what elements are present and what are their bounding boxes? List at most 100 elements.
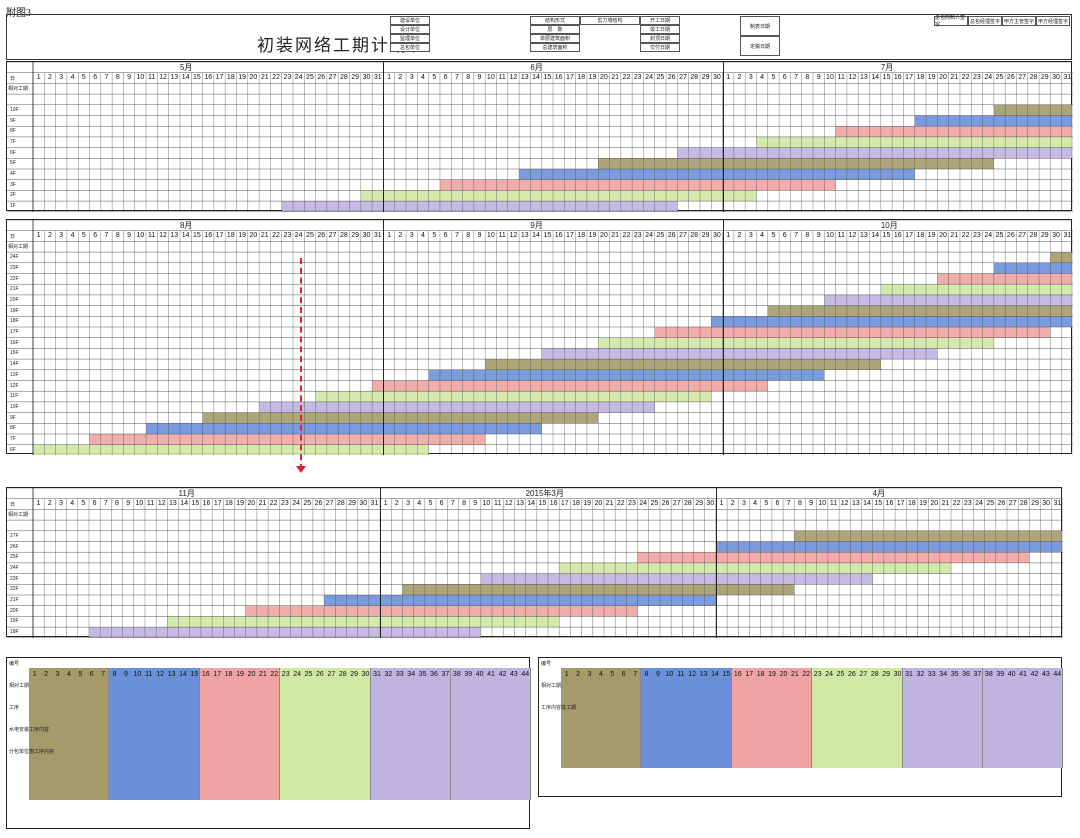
day-number: 23 xyxy=(963,499,972,507)
day-number: 7 xyxy=(450,499,455,507)
day-number: 14 xyxy=(871,73,880,81)
day-number: 26 xyxy=(997,499,1006,507)
day-number: 24 xyxy=(645,73,653,81)
day-number: 1 xyxy=(387,73,392,81)
legend-day: 14 xyxy=(179,671,187,678)
header-cell: 建设单位 xyxy=(390,16,430,25)
row-label-day: 日 xyxy=(10,75,16,82)
day-number: 3 xyxy=(741,499,746,507)
floor-label: 16F xyxy=(10,339,19,346)
day-number: 19 xyxy=(588,73,597,81)
day-number: 23 xyxy=(283,231,292,239)
schedule-bar xyxy=(428,369,825,381)
day-number: 13 xyxy=(859,231,868,239)
day-number: 16 xyxy=(893,231,902,239)
day-number: 24 xyxy=(975,499,983,507)
day-number: 22 xyxy=(961,73,970,81)
floor-label: 6F xyxy=(10,149,16,156)
day-number: 7 xyxy=(103,499,108,507)
legend-day: 25 xyxy=(304,671,313,678)
day-number: 11 xyxy=(148,231,156,239)
day-number: 30 xyxy=(362,231,371,239)
header-cell: 总建筑面积 xyxy=(530,43,580,52)
floor-label: 25F xyxy=(10,554,19,561)
day-number: 24 xyxy=(984,231,993,239)
floor-label: 10F xyxy=(10,403,19,410)
schedule-block: 8月 9月 10月 1 2 3 4 5 6 7 8 9 10 11 12 13 14 15 16 17 18 19 20 21… xyxy=(6,219,1073,455)
schedule-bar xyxy=(33,444,429,455)
floor-label: 24F xyxy=(10,254,19,261)
legend-day: 42 xyxy=(498,671,507,678)
day-number: 13 xyxy=(520,73,529,81)
day-number: 7 xyxy=(794,73,798,81)
legend-day: 27 xyxy=(859,671,868,678)
day-number: 4 xyxy=(760,73,765,81)
day-number: 25 xyxy=(306,231,314,239)
day-number: 1 xyxy=(726,73,731,81)
schedule-bar xyxy=(767,305,1072,317)
day-number: 12 xyxy=(848,231,857,239)
legend-day: 37 xyxy=(441,671,450,678)
header-table: 初装网络工期计划表 xyxy=(6,14,1072,60)
legend-day: 8 xyxy=(112,671,117,678)
row-label-net-days: 相对工期 xyxy=(8,86,29,93)
schedule-bar xyxy=(756,136,1072,148)
legend-day: 11 xyxy=(145,671,153,678)
day-number: 4 xyxy=(753,499,758,507)
day-number: 16 xyxy=(204,73,213,81)
day-number: 16 xyxy=(549,499,558,507)
floor-label: 19F xyxy=(10,618,19,625)
day-number: 29 xyxy=(348,499,356,507)
day-number: 20 xyxy=(930,499,939,507)
legend-day: 33 xyxy=(927,671,936,678)
day-number: 14 xyxy=(532,231,540,239)
day-number: 26 xyxy=(1006,73,1015,81)
day-number: 21 xyxy=(605,499,614,507)
day-number: 11 xyxy=(837,73,845,81)
day-number: 25 xyxy=(306,73,314,81)
day-number: 26 xyxy=(317,73,326,81)
floor-label: 9F xyxy=(10,117,16,124)
schedule-bar xyxy=(654,327,1051,338)
schedule-bar xyxy=(559,562,952,574)
schedule-bar xyxy=(715,541,1062,553)
day-number: 21 xyxy=(258,499,267,507)
day-number: 5 xyxy=(428,499,433,507)
header-cell: 层 数 xyxy=(530,25,580,34)
day-number: 1 xyxy=(36,73,41,81)
day-number: 19 xyxy=(919,499,927,507)
day-number: 9 xyxy=(127,231,132,239)
day-number: 10 xyxy=(135,499,144,507)
legend-day: 2 xyxy=(576,671,581,678)
legend-day: 31 xyxy=(373,671,381,678)
schedule-bar xyxy=(202,412,599,424)
floor-label: 6F xyxy=(10,446,16,453)
day-number: 1 xyxy=(36,499,41,507)
header-cell: 设计单位 xyxy=(390,25,430,34)
legend-day: 38 xyxy=(984,671,993,678)
legend-day: 11 xyxy=(677,671,685,678)
day-number: 3 xyxy=(59,499,63,507)
floor-label: 12F xyxy=(10,382,19,389)
header-cell: 甲方经理签字 xyxy=(1036,16,1070,26)
row-label-net-days: 相对工期 xyxy=(8,512,29,519)
day-number: 8 xyxy=(115,499,119,507)
floor-label: 14F xyxy=(10,361,19,368)
legend-day: 40 xyxy=(475,671,484,678)
day-number: 18 xyxy=(226,73,235,81)
legend-day: 1 xyxy=(564,671,569,678)
day-number: 21 xyxy=(941,499,950,507)
legend-day: 15 xyxy=(722,671,731,678)
day-number: 6 xyxy=(782,231,787,239)
floor-label: 22F xyxy=(10,275,19,282)
day-number: 21 xyxy=(260,73,269,81)
legend-band xyxy=(280,668,372,800)
day-number: 11 xyxy=(829,499,838,507)
floor-label: 8F xyxy=(10,128,16,135)
day-number: 13 xyxy=(170,73,179,81)
day-number: 5 xyxy=(771,231,776,239)
schedule-bar xyxy=(89,434,486,445)
legend-day: 18 xyxy=(224,671,233,678)
legend-day: 10 xyxy=(665,671,674,678)
legend-day: 26 xyxy=(848,671,856,678)
